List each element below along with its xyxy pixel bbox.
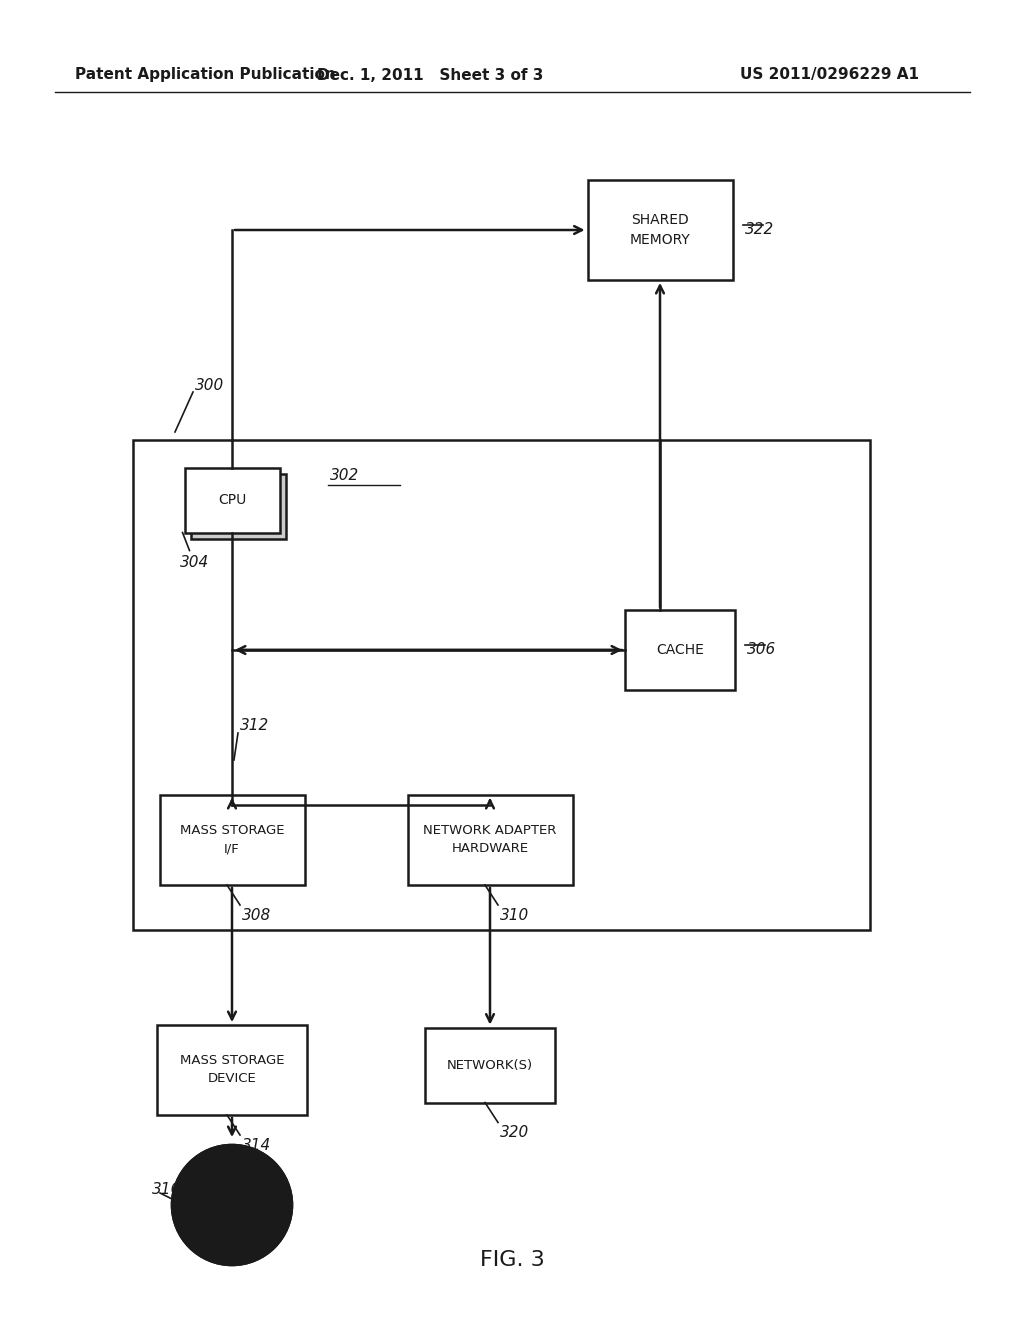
Text: MASS STORAGE
I/F: MASS STORAGE I/F [180,825,285,855]
Text: US 2011/0296229 A1: US 2011/0296229 A1 [740,67,920,82]
Bar [190,474,286,539]
Text: MASS STORAGE
DEVICE: MASS STORAGE DEVICE [180,1055,285,1085]
Circle shape [214,1187,250,1224]
Text: 308: 308 [242,908,271,923]
Text: 304: 304 [179,554,209,570]
Text: CPU: CPU [218,492,246,507]
Text: 300: 300 [195,378,224,392]
Text: Patent Application Publication: Patent Application Publication [75,67,336,82]
Text: NETWORK(S): NETWORK(S) [446,1059,534,1072]
Text: Dec. 1, 2011   Sheet 3 of 3: Dec. 1, 2011 Sheet 3 of 3 [316,67,543,82]
Bar [588,180,732,280]
Text: NETWORK ADAPTER
HARDWARE: NETWORK ADAPTER HARDWARE [423,825,557,855]
Text: 316: 316 [152,1183,181,1197]
Bar [133,440,870,931]
Bar [408,795,572,884]
Text: 322: 322 [744,223,774,238]
Text: 314: 314 [242,1138,271,1152]
Text: SHARED
MEMORY: SHARED MEMORY [630,214,690,247]
Circle shape [224,1197,240,1213]
Circle shape [172,1144,292,1265]
Text: 306: 306 [746,643,776,657]
Text: 302: 302 [330,467,359,483]
Bar [184,467,280,532]
Text: 312: 312 [240,718,269,733]
Text: FIG. 3: FIG. 3 [479,1250,545,1270]
Text: 320: 320 [500,1125,529,1140]
Circle shape [193,1166,272,1245]
Text: CACHE: CACHE [656,643,703,657]
Bar [425,1027,555,1102]
Bar [157,1026,307,1115]
Bar [625,610,735,690]
Bar [160,795,304,884]
Text: 310: 310 [500,908,529,923]
